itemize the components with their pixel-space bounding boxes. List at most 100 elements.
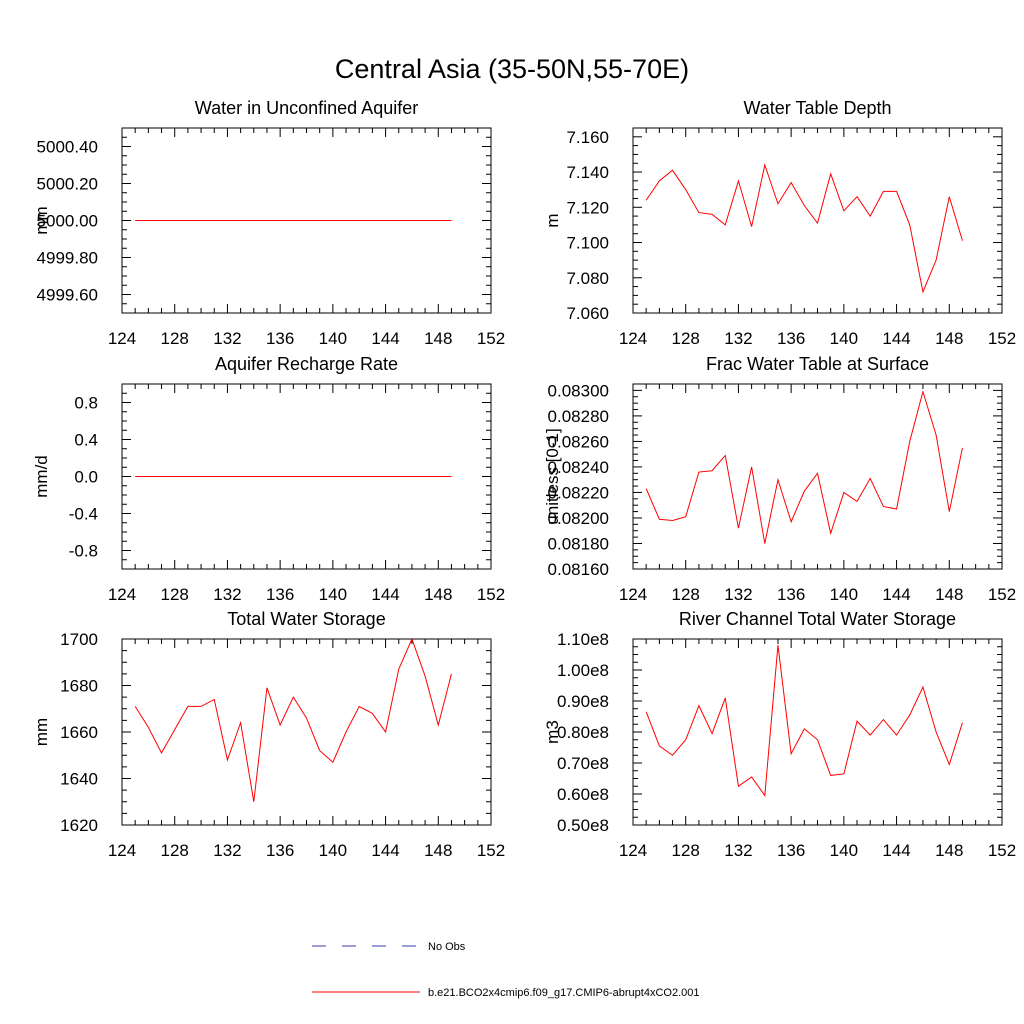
x-tick-label: 132 bbox=[213, 841, 241, 860]
y-tick-label: 0.0 bbox=[74, 468, 98, 487]
x-tick-label: 152 bbox=[988, 585, 1016, 604]
x-tick-label: 124 bbox=[108, 329, 136, 348]
x-tick-label: 136 bbox=[266, 841, 294, 860]
y-tick-label: 5000.00 bbox=[37, 212, 98, 231]
x-tick-label: 152 bbox=[477, 585, 505, 604]
y-tick-label: 0.08280 bbox=[548, 407, 609, 426]
x-tick-label: 140 bbox=[319, 329, 347, 348]
y-tick-label: 0.80e8 bbox=[557, 723, 609, 742]
x-tick-label: 140 bbox=[319, 841, 347, 860]
x-tick-label: 152 bbox=[988, 329, 1016, 348]
y-tick-label: 1.10e8 bbox=[557, 630, 609, 649]
y-tick-label: 0.4 bbox=[74, 431, 98, 450]
series-line bbox=[134, 637, 452, 802]
x-tick-label: 132 bbox=[213, 585, 241, 604]
legend-entry: No Obs bbox=[312, 941, 466, 953]
x-tick-label: 148 bbox=[424, 841, 452, 860]
y-tick-label: 0.08300 bbox=[548, 381, 609, 400]
y-tick-label: 0.90e8 bbox=[557, 692, 609, 711]
legend-entry: b.e21.BCO2x4cmip6.f09_g17.CMIP6-abrupt4x… bbox=[312, 987, 700, 999]
x-tick-label: 144 bbox=[882, 841, 910, 860]
y-tick-label: 1620 bbox=[60, 816, 98, 835]
x-tick-label: 128 bbox=[672, 329, 700, 348]
y-tick-label: 0.08180 bbox=[548, 534, 609, 553]
y-tick-label: 1680 bbox=[60, 677, 98, 696]
x-tick-label: 124 bbox=[108, 585, 136, 604]
x-tick-label: 140 bbox=[830, 841, 858, 860]
x-tick-label: 136 bbox=[777, 329, 805, 348]
panels-group: Water in Unconfined Aquifer mm 124 128 132 13… bbox=[32, 98, 1016, 860]
y-axis-label: m bbox=[543, 213, 562, 227]
y-axis-label: mm bbox=[32, 206, 51, 234]
y-axis-label: m3 bbox=[543, 720, 562, 744]
panel-5: Total Water Storage mm 124 128 132 136 140 144 1… bbox=[32, 609, 505, 860]
x-tick-label: 128 bbox=[161, 585, 189, 604]
x-tick-label: 128 bbox=[672, 841, 700, 860]
series-line bbox=[645, 163, 963, 294]
x-tick-label: 144 bbox=[371, 841, 399, 860]
x-tick-label: 136 bbox=[777, 585, 805, 604]
x-tick-label: 144 bbox=[882, 585, 910, 604]
plot-frame bbox=[632, 383, 1003, 570]
legend-label: No Obs bbox=[428, 941, 466, 953]
x-tick-label: 140 bbox=[319, 585, 347, 604]
y-tick-label: 0.08200 bbox=[548, 509, 609, 528]
plot-frame bbox=[121, 638, 492, 826]
x-tick-label: 148 bbox=[424, 329, 452, 348]
panel-title: Water in Unconfined Aquifer bbox=[195, 98, 418, 118]
figure-title: Central Asia (35-50N,55-70E) bbox=[335, 54, 689, 84]
y-tick-label: 7.140 bbox=[566, 163, 609, 182]
y-tick-label: 4999.80 bbox=[37, 249, 98, 268]
y-tick-label: 4999.60 bbox=[37, 286, 98, 305]
x-tick-label: 136 bbox=[266, 329, 294, 348]
plot-frame bbox=[632, 127, 1003, 314]
y-tick-label: 0.8 bbox=[74, 394, 98, 413]
y-tick-label: 7.160 bbox=[566, 128, 609, 147]
y-axis-label: mm bbox=[32, 718, 51, 746]
x-tick-label: 140 bbox=[830, 329, 858, 348]
y-tick-label: 0.08160 bbox=[548, 560, 609, 579]
panel-title: Total Water Storage bbox=[227, 609, 385, 629]
y-axis-label: unitless [0-1] bbox=[543, 428, 562, 524]
x-tick-label: 152 bbox=[477, 329, 505, 348]
y-tick-label: -0.4 bbox=[69, 505, 98, 524]
legend: No Obs b.e21.BCO2x4cmip6.f09_g17.CMIP6-ab… bbox=[312, 941, 700, 999]
x-tick-label: 148 bbox=[935, 585, 963, 604]
y-tick-label: 0.08260 bbox=[548, 432, 609, 451]
panel-4: Frac Water Table at Surface unitless [0-1… bbox=[543, 354, 1016, 604]
x-tick-label: 124 bbox=[619, 585, 647, 604]
x-tick-label: 152 bbox=[988, 841, 1016, 860]
panel-title: Frac Water Table at Surface bbox=[706, 354, 929, 374]
x-tick-label: 128 bbox=[672, 585, 700, 604]
x-tick-label: 132 bbox=[724, 841, 752, 860]
panel-title: Aquifer Recharge Rate bbox=[215, 354, 398, 374]
x-tick-label: 148 bbox=[935, 841, 963, 860]
x-tick-label: 148 bbox=[935, 329, 963, 348]
y-tick-label: 5000.20 bbox=[37, 175, 98, 194]
y-tick-label: 1700 bbox=[60, 630, 98, 649]
x-tick-label: 128 bbox=[161, 329, 189, 348]
panel-title: River Channel Total Water Storage bbox=[679, 609, 956, 629]
x-tick-label: 124 bbox=[108, 841, 136, 860]
x-tick-label: 124 bbox=[619, 329, 647, 348]
y-tick-label: 1640 bbox=[60, 770, 98, 789]
panel-title: Water Table Depth bbox=[743, 98, 891, 118]
x-tick-label: 136 bbox=[266, 585, 294, 604]
y-tick-label: 7.060 bbox=[566, 304, 609, 323]
panel-2: Water Table Depth m 124 128 132 136 140 144 148 1… bbox=[543, 98, 1016, 348]
y-tick-label: 7.120 bbox=[566, 198, 609, 217]
series-line bbox=[645, 389, 963, 544]
y-tick-label: 0.08240 bbox=[548, 458, 609, 477]
y-axis-label: mm/d bbox=[32, 455, 51, 498]
y-tick-label: 5000.40 bbox=[37, 138, 98, 157]
panel-3: Aquifer Recharge Rate mm/d 124 128 132 136 140… bbox=[32, 354, 505, 604]
y-tick-label: 0.08220 bbox=[548, 483, 609, 502]
y-tick-label: -0.8 bbox=[69, 542, 98, 561]
y-tick-label: 1.00e8 bbox=[557, 661, 609, 680]
legend-label: b.e21.BCO2x4cmip6.f09_g17.CMIP6-abrupt4x… bbox=[428, 987, 700, 999]
y-tick-label: 7.080 bbox=[566, 269, 609, 288]
series-line bbox=[645, 645, 963, 797]
y-tick-label: 0.50e8 bbox=[557, 816, 609, 835]
x-tick-label: 144 bbox=[882, 329, 910, 348]
x-tick-label: 148 bbox=[424, 585, 452, 604]
